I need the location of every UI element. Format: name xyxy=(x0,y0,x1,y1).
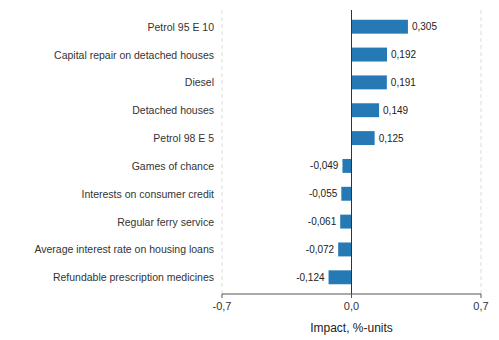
category-label: Interests on consumer credit xyxy=(82,188,215,200)
bar xyxy=(340,215,351,229)
tick-mark xyxy=(222,294,223,298)
category-label: Detached houses xyxy=(132,104,214,116)
category-label: Average interest rate on housing loans xyxy=(34,243,214,255)
data-label: -0,055 xyxy=(309,188,338,199)
bar xyxy=(352,131,375,145)
category-label: Refundable prescription medicines xyxy=(53,271,214,283)
grid xyxy=(222,10,481,294)
chart-container: -0,124 -0,072 -0,061 -0,055 -0,049 0,125 0,149… xyxy=(0,0,499,340)
category-label: Regular ferry service xyxy=(117,216,214,228)
data-label: 0,149 xyxy=(383,105,408,116)
bar xyxy=(352,75,387,89)
data-label: -0,072 xyxy=(306,244,335,255)
data-label: 0,125 xyxy=(379,133,404,144)
data-label: -0,061 xyxy=(308,216,337,227)
category-label: Capital repair on detached houses xyxy=(54,49,214,61)
tick-label: 0,0 xyxy=(344,300,359,312)
tick-mark xyxy=(351,294,352,298)
bar xyxy=(352,48,388,62)
category-label: Diesel xyxy=(185,76,214,88)
zero-line xyxy=(351,10,352,294)
bar xyxy=(352,103,380,117)
tick-label: -0,7 xyxy=(213,300,232,312)
tick-label: 0,7 xyxy=(473,300,488,312)
data-label: 0,305 xyxy=(412,21,437,32)
x-axis: -0,7 0,0 0,7 xyxy=(213,294,489,312)
bar xyxy=(342,159,351,173)
tick-mark xyxy=(481,294,482,298)
y-axis: Refundable prescription medicines Average… xyxy=(34,21,214,284)
chart: -0,124 -0,072 -0,061 -0,055 -0,049 0,125 0,149… xyxy=(0,0,499,340)
grid-line xyxy=(222,10,223,294)
data-labels: -0,124 -0,072 -0,061 -0,055 -0,049 0,125 0,149… xyxy=(296,21,437,283)
grid-line xyxy=(481,10,482,294)
grid-line xyxy=(351,10,352,294)
category-label: Games of chance xyxy=(132,160,214,172)
bar xyxy=(338,242,351,256)
bar xyxy=(329,270,352,284)
category-label: Petrol 98 E 5 xyxy=(153,132,214,144)
bar xyxy=(341,187,351,201)
category-label: Petrol 95 E 10 xyxy=(147,21,214,33)
data-label: -0,049 xyxy=(310,160,339,171)
data-label: -0,124 xyxy=(296,272,325,283)
data-label: 0,191 xyxy=(391,77,416,88)
x-axis-label: Impact, %-units xyxy=(310,321,393,335)
data-label: 0,192 xyxy=(391,49,416,60)
bar xyxy=(352,20,408,34)
